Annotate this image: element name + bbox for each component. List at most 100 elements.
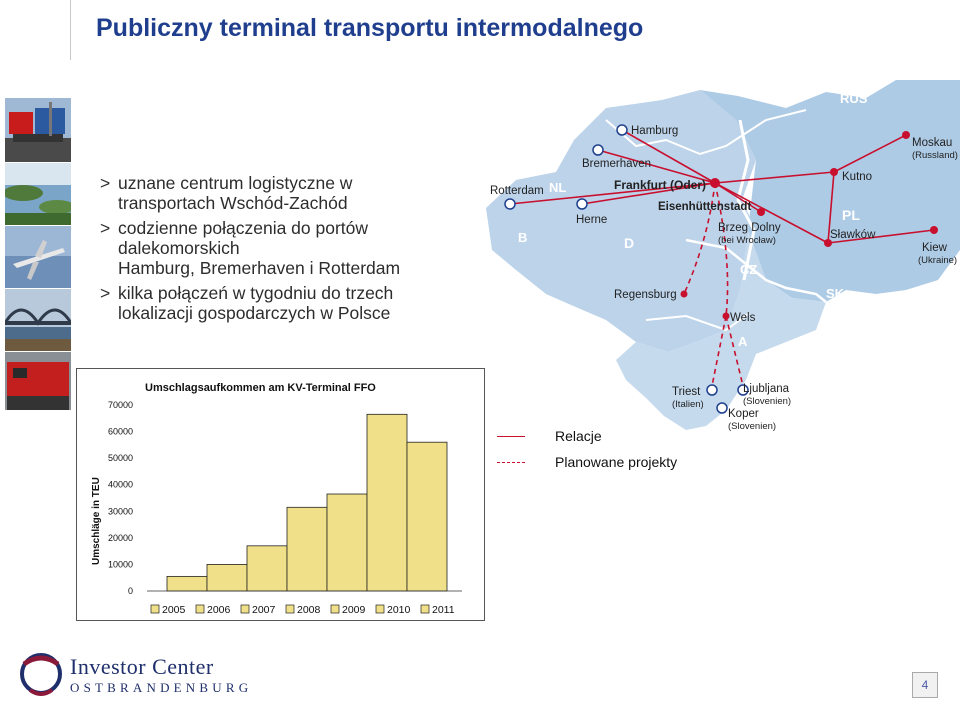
- legend-text-relations: Relacje: [555, 428, 602, 444]
- city-label-triest-sub: (Italien): [672, 399, 704, 410]
- port-pin-hamburg: [616, 124, 628, 136]
- route-planned-triest: [711, 315, 727, 387]
- legend-label-2009: 2009: [342, 604, 366, 616]
- port-pin-rotterdam: [504, 198, 516, 210]
- legend-swatch-2010: [375, 604, 385, 614]
- city-label-kutno: Kutno: [842, 171, 872, 183]
- legend-label-2011: 2011: [432, 604, 455, 616]
- legend-swatch-2009: [330, 604, 340, 614]
- country-label-rus: RUS: [840, 91, 868, 106]
- routes-planned: [683, 182, 744, 387]
- legend-label-2007: 2007: [252, 604, 276, 616]
- route-slawkow-kiew: [827, 229, 935, 244]
- city-dot-brzeg: [757, 208, 765, 216]
- investor-center-logo: Investor Center OSTBRANDENBURG: [18, 650, 248, 702]
- photo-locomotive: [5, 352, 71, 410]
- y-tick-label: 60000: [108, 427, 133, 437]
- legend-label-2008: 2008: [297, 604, 321, 616]
- bar-2005: [166, 575, 208, 592]
- bullet-marker: >: [100, 218, 111, 238]
- route-map: NL B D CZ A PL SK RUS: [486, 80, 960, 432]
- map-border-pl: [736, 119, 756, 281]
- map-legend: Relacje Planowane projekty: [497, 424, 677, 476]
- y-tick-label: 20000: [108, 533, 133, 543]
- bullet-item: > kilka połączeń w tygodniu do trzech lo…: [100, 283, 460, 323]
- route-ffo-slawkow: [714, 182, 829, 244]
- legend-swatch-2011: [420, 604, 430, 614]
- page-number: 4: [912, 672, 938, 698]
- bullet-marker: >: [100, 173, 111, 193]
- port-pins: [504, 124, 749, 414]
- city-label-ljubljana-sub: (Slovenien): [743, 396, 791, 407]
- chart-title: Umschlagsaufkommen am KV-Terminal FFO: [145, 382, 376, 394]
- photo-bridge: [5, 289, 71, 351]
- legend-text-planned: Planowane projekty: [555, 454, 678, 470]
- city-dots: [680, 131, 938, 320]
- route-kutno-moskau: [833, 134, 907, 173]
- bullet-list: > uznane centrum logistyczne w transport…: [100, 173, 460, 328]
- bullet-item: > uznane centrum logistyczne w transport…: [100, 173, 460, 213]
- route-ffo-rotterdam: [509, 182, 716, 205]
- city-label-frankfurt: Frankfurt (Oder): [614, 178, 706, 192]
- bar-2011: [406, 441, 448, 592]
- legend-swatch-2008: [285, 604, 295, 614]
- city-label-ljubljana: Ljubljana: [743, 383, 790, 395]
- port-pin-bremerhaven: [592, 144, 604, 156]
- city-label-kiew-sub: (Ukraine): [918, 255, 957, 266]
- country-label-pl: PL: [842, 207, 860, 223]
- map-border-a: [645, 313, 749, 332]
- logo-mark-icon: [20, 653, 62, 696]
- bullet-text: uznane centrum logistyczne w transportac…: [118, 173, 353, 213]
- route-ffo-hamburg: [621, 129, 716, 184]
- y-tick-label: 10000: [108, 559, 133, 569]
- legend-swatch-2006: [195, 604, 205, 614]
- legend-solid-line: [497, 435, 525, 437]
- y-tick-label: 40000: [108, 480, 133, 490]
- y-tick-label: 0: [128, 586, 133, 596]
- country-label-d: D: [624, 235, 634, 251]
- routes-solid: [509, 129, 935, 244]
- y-tick-label: 70000: [108, 400, 133, 410]
- bar-chart: Umschlagsaufkommen am KV-Terminal FFO Um…: [91, 382, 462, 616]
- bullet-item: > codzienne połączenia do portów dalekom…: [100, 218, 460, 278]
- legend-item-relations: Relacje: [497, 424, 677, 448]
- route-ffo-bremerhaven: [597, 149, 716, 184]
- legend-label-2006: 2006: [207, 604, 231, 616]
- route-planned-ljubljana: [725, 315, 744, 387]
- city-labels: Hamburg Bremerhaven Rotterdam Herne Fran…: [490, 125, 958, 432]
- route-ffo-kutno: [714, 171, 835, 184]
- city-dot-wels: [722, 312, 730, 320]
- city-label-brzeg-sub: (bei Wrocław): [718, 235, 776, 246]
- legend-item-planned: Planowane projekty: [497, 450, 677, 474]
- photo-airplane: [5, 226, 71, 288]
- y-tick-label: 30000: [108, 506, 133, 516]
- chart-container: Umschlagsaufkommen am KV-Terminal FFO Um…: [76, 368, 485, 621]
- city-label-brzeg: Brzeg Dolny: [718, 222, 781, 234]
- page-title: Publiczny terminal transportu intermodal…: [96, 14, 644, 42]
- photo-lake: [5, 163, 71, 225]
- port-pin-koper: [716, 402, 728, 414]
- logo-text-line1: Investor Center: [70, 654, 214, 679]
- city-dot-moskau: [902, 131, 910, 139]
- route-slawkow-kutno: [827, 171, 835, 244]
- city-dot-kiew: [930, 226, 938, 234]
- bullet-text: codzienne połączenia do portów dalekomor…: [118, 218, 401, 278]
- country-label-cz: CZ: [740, 262, 757, 277]
- city-dot-frankfurt: [710, 178, 720, 188]
- bar-2009: [326, 493, 368, 592]
- city-label-kiew: Kiew: [922, 242, 948, 254]
- city-label-moskau: Moskau: [912, 137, 952, 149]
- city-label-rotterdam: Rotterdam: [490, 185, 544, 197]
- route-planned-wels: [714, 182, 729, 317]
- photo-container-train: [5, 98, 71, 162]
- legend-dashed-line: [497, 461, 525, 463]
- city-label-koper-sub: (Slovenien): [728, 421, 776, 432]
- legend-label-2005: 2005: [162, 604, 186, 616]
- bullet-marker: >: [100, 283, 111, 303]
- logo-text-line2: OSTBRANDENBURG: [70, 680, 253, 695]
- bar-2008: [286, 506, 328, 592]
- map-land-west: [486, 90, 756, 352]
- title-divider: [70, 0, 71, 60]
- port-pin-triest: [706, 384, 718, 396]
- map-coast: [605, 109, 807, 156]
